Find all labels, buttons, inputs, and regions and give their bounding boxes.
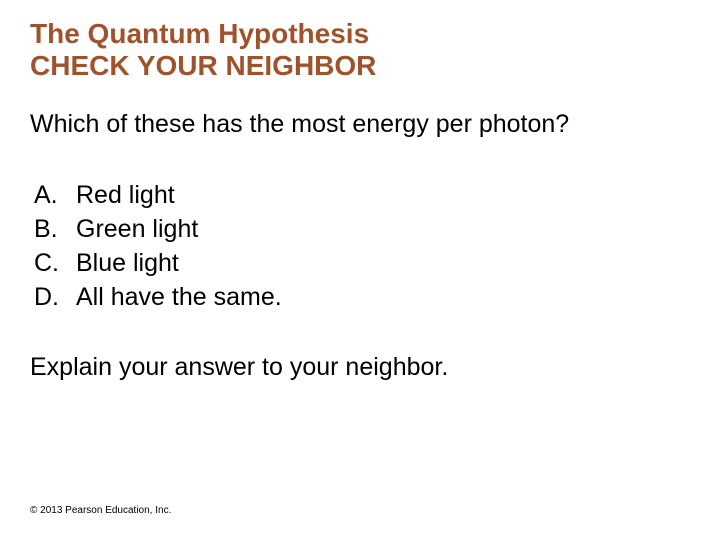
option-text: Blue light — [76, 247, 179, 279]
option-letter: B. — [34, 213, 76, 245]
options-list: A. Red light B. Green light C. Blue ligh… — [34, 179, 690, 313]
option-text: Green light — [76, 213, 198, 245]
option-row: A. Red light — [34, 179, 690, 211]
slide-title: The Quantum Hypothesis CHECK YOUR NEIGHB… — [30, 18, 690, 82]
explain-text: Explain your answer to your neighbor. — [30, 353, 690, 382]
option-row: D. All have the same. — [34, 281, 690, 313]
option-row: C. Blue light — [34, 247, 690, 279]
option-letter: C. — [34, 247, 76, 279]
option-row: B. Green light — [34, 213, 690, 245]
option-letter: D. — [34, 281, 76, 313]
option-text: Red light — [76, 179, 175, 211]
title-line-1: The Quantum Hypothesis — [30, 18, 690, 50]
option-letter: A. — [34, 179, 76, 211]
title-line-2: CHECK YOUR NEIGHBOR — [30, 50, 690, 82]
option-text: All have the same. — [76, 281, 282, 313]
slide: The Quantum Hypothesis CHECK YOUR NEIGHB… — [0, 0, 720, 540]
copyright-text: © 2013 Pearson Education, Inc. — [30, 505, 171, 516]
question-text: Which of these has the most energy per p… — [30, 110, 690, 139]
